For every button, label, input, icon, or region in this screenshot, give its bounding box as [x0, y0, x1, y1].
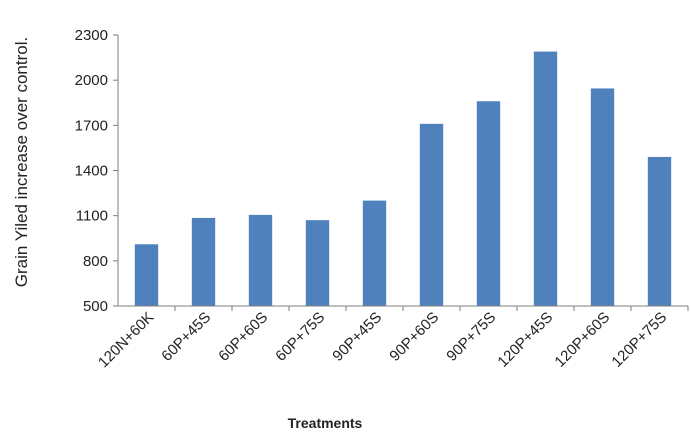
bar — [305, 220, 330, 306]
x-category-label: 120P+45S — [494, 309, 556, 371]
y-tick-label: 800 — [83, 253, 108, 270]
bar — [248, 214, 273, 306]
y-tick-label: 1400 — [75, 163, 108, 180]
bar — [647, 156, 672, 306]
y-tick-label: 1700 — [75, 117, 108, 134]
bars-group — [134, 51, 672, 306]
bar — [419, 123, 444, 306]
y-axis-ticks: 500 800 1100 1400 1700 2000 2300 — [75, 27, 118, 315]
x-category-label: 60P+45S — [158, 309, 214, 365]
x-category-label: 60P+60S — [215, 309, 271, 365]
x-category-label: 90P+45S — [329, 309, 385, 365]
y-axis-title: Grain Yiled increase over control. — [12, 37, 31, 287]
x-category-label: 90P+60S — [386, 309, 442, 365]
bar — [134, 244, 159, 306]
bar — [533, 51, 558, 306]
bar — [590, 88, 615, 306]
bar — [476, 101, 501, 306]
bar — [191, 217, 216, 306]
x-axis-categories: 120N+60K 60P+45S 60P+60S 60P+75S 90P+45S 90P+… — [95, 306, 689, 371]
y-tick-label: 1100 — [76, 208, 108, 225]
x-category-label: 90P+75S — [443, 309, 499, 365]
bar — [362, 200, 387, 306]
x-category-label: 120P+60S — [551, 309, 613, 371]
y-tick-label: 2000 — [75, 72, 108, 89]
x-category-label: 120P+75S — [608, 309, 670, 371]
y-tick-label: 500 — [83, 298, 108, 315]
y-tick-label: 2300 — [75, 27, 108, 44]
x-axis-title: Treatments — [288, 415, 363, 431]
x-category-label: 120N+60K — [95, 309, 157, 371]
x-category-label: 60P+75S — [272, 309, 328, 365]
